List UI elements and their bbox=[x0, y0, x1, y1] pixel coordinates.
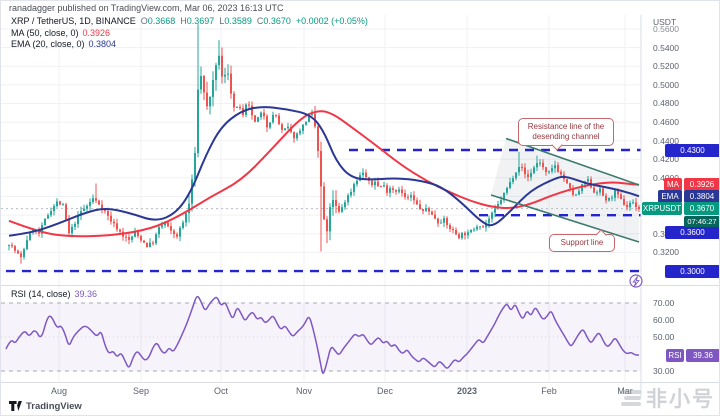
time-axis-label: Oct bbox=[213, 386, 228, 396]
rsi-tick: 30.00 bbox=[653, 366, 675, 376]
annotation-support-line1: Support line bbox=[560, 238, 604, 247]
price-tick: 0.3200 bbox=[653, 247, 679, 258]
price-badge: RSI bbox=[666, 348, 684, 362]
price-badge: 0.4300 bbox=[665, 143, 719, 157]
price-badge: EMA bbox=[658, 189, 682, 203]
ohlc-value: 0.3668 bbox=[147, 16, 176, 26]
change-value: +0.0002 (+0.05%) bbox=[295, 16, 368, 26]
time-axis-label: Feb bbox=[541, 386, 557, 396]
symbol-title: XRP / TetherUS, 1D, BINANCE bbox=[11, 16, 136, 26]
rsi-legend-value: 39.36 bbox=[74, 289, 98, 299]
watermark: 非小号 bbox=[620, 383, 715, 413]
rsi-legend-label: RSI (14, close) bbox=[11, 289, 71, 299]
annotation-resistance-line2: desending channel bbox=[532, 132, 600, 141]
watermark-logo-icon bbox=[621, 390, 641, 406]
price-axis-currency: USDT bbox=[653, 17, 677, 27]
time-axis-label: Sep bbox=[132, 386, 149, 396]
ma50-line bbox=[8, 110, 640, 238]
ema20-line bbox=[8, 106, 640, 237]
price-countdown: 07:46:27 bbox=[684, 215, 719, 227]
rsi-tick: 50.00 bbox=[653, 332, 675, 342]
price-tick: 0.4800 bbox=[653, 98, 679, 109]
ema-legend-label: EMA (20, close, 0) bbox=[11, 39, 85, 49]
ohlc-value: 0.3670 bbox=[263, 16, 291, 26]
ohlc-key: O bbox=[140, 16, 148, 26]
tradingview-brand-label: TradingView bbox=[26, 400, 82, 412]
candles-layer bbox=[8, 24, 640, 264]
tradingview-brand[interactable]: TradingView bbox=[9, 400, 82, 412]
ma-legend-value: 0.3926 bbox=[82, 27, 111, 38]
publish-header: ranadagger published on TradingView.com,… bbox=[9, 3, 284, 13]
time-axis-label: 2023 bbox=[456, 386, 478, 396]
lightning-alert-icon[interactable] bbox=[629, 274, 643, 288]
price-tick: 0.5400 bbox=[653, 42, 679, 53]
price-badge: MA bbox=[664, 178, 682, 192]
price-badge: XRPUSDT bbox=[642, 202, 682, 216]
price-badge: 39.36 bbox=[686, 348, 719, 362]
ma-legend: MA (50, close, 0) 0.3926 bbox=[11, 28, 110, 38]
price-badge: 0.3600 bbox=[665, 226, 719, 239]
ohlc-key: C bbox=[256, 16, 264, 26]
price-tick: 0.4600 bbox=[653, 117, 679, 128]
annotation-resistance-line1: Resistance line of the bbox=[527, 122, 605, 131]
price-badge: 0.3926 bbox=[684, 178, 719, 192]
time-axis-label: Aug bbox=[50, 386, 67, 396]
price-badge: 0.3804 bbox=[684, 189, 719, 203]
support-trendline[interactable] bbox=[490, 194, 640, 243]
price-badge: 0.3000 bbox=[665, 264, 719, 278]
rsi-legend: RSI (14, close) 39.36 bbox=[11, 289, 97, 299]
resistance-trendline[interactable] bbox=[505, 137, 640, 186]
ohlc-value: 0.3589 bbox=[224, 16, 252, 26]
price-tick: 0.4200 bbox=[653, 154, 679, 165]
symbol-legend: XRP / TetherUS, 1D, BINANCE O0.3668 H0.369… bbox=[11, 16, 368, 26]
watermark-text: 非小号 bbox=[646, 388, 715, 411]
ohlc-key: L bbox=[219, 16, 225, 26]
rsi-tick: 70.00 bbox=[653, 298, 675, 308]
time-axis-label: Dec bbox=[376, 386, 393, 396]
ohlc-key: H bbox=[180, 16, 187, 26]
annotation-support[interactable]: Support line bbox=[549, 229, 615, 252]
annotation-resistance[interactable]: Resistance line of the desending channel bbox=[518, 118, 614, 151]
tradingview-logo-icon bbox=[9, 401, 22, 411]
ma-legend-label: MA (50, close, 0) bbox=[11, 27, 79, 38]
rsi-line bbox=[5, 295, 640, 374]
ema-legend: EMA (20, close, 0) 0.3804 bbox=[11, 39, 116, 49]
time-axis-label: Nov bbox=[295, 386, 312, 396]
ema-legend-value: 0.3804 bbox=[88, 39, 117, 49]
price-tick: 0.5000 bbox=[653, 79, 679, 90]
time-axis-label: Mar bbox=[607, 386, 643, 396]
price-badge: 0.3670 bbox=[684, 202, 719, 216]
ohlc-value: 0.3697 bbox=[186, 16, 215, 26]
price-tick: 0.4400 bbox=[653, 135, 679, 146]
price-tick: 0.5200 bbox=[653, 61, 679, 72]
price-tick-muted: 0.5600 bbox=[653, 23, 679, 34]
rsi-tick: 60.00 bbox=[653, 315, 675, 325]
